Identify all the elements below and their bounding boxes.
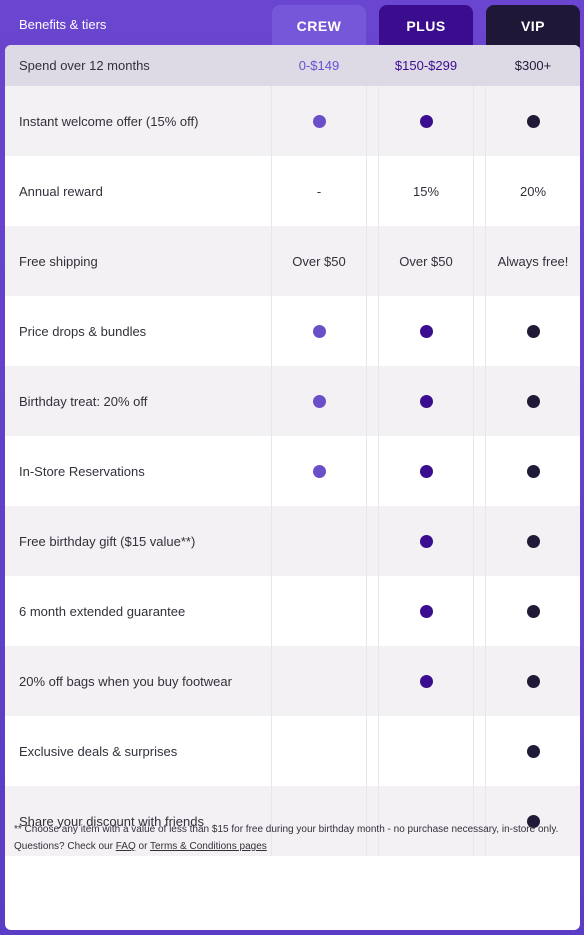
column-divider — [485, 86, 486, 856]
benefit-plus-cell — [378, 366, 474, 436]
included-dot-icon — [312, 324, 326, 338]
included-dot-icon — [419, 394, 433, 408]
benefit-plus-empty — [378, 716, 474, 786]
benefit-plus-cell — [378, 646, 474, 716]
benefit-crew-empty — [271, 646, 367, 716]
benefit-crew-empty — [271, 716, 367, 786]
footnote-text: ** Choose any item with a value of less … — [14, 824, 559, 835]
included-dot-icon — [526, 394, 540, 408]
column-divider — [366, 86, 367, 856]
benefits-table: Spend over 12 months 0-$149 $150-$299 $3… — [5, 45, 580, 930]
benefit-label: Free shipping — [19, 253, 98, 269]
benefit-row: Free birthday gift ($15 value**) — [5, 506, 580, 576]
included-dot-icon — [526, 324, 540, 338]
benefit-row: Birthday treat: 20% off — [5, 366, 580, 436]
benefit-vip-cell — [485, 786, 580, 856]
benefit-vip-cell — [485, 86, 580, 156]
benefit-label: Exclusive deals & surprises — [19, 743, 178, 759]
included-dot-icon — [419, 324, 433, 338]
benefit-row: Free shipping Over $50 Over $50 Always free… — [5, 226, 580, 296]
benefit-label: Share your discount with friends — [19, 813, 204, 829]
benefit-row: Instant welcome offer (15% off) — [5, 86, 580, 156]
tier-tab-vip: VIP — [486, 5, 580, 47]
benefit-vip-value: 20% — [519, 183, 547, 199]
included-dot-icon — [419, 464, 433, 478]
benefit-plus-cell — [378, 296, 474, 366]
benefit-crew-value: Over $50 — [292, 253, 346, 269]
column-divider — [271, 86, 272, 856]
benefit-plus-cell — [378, 576, 474, 646]
included-dot-icon — [526, 674, 540, 688]
benefit-vip-cell — [485, 436, 580, 506]
benefit-row: 6 month extended guarantee — [5, 576, 580, 646]
benefit-row: In-Store Reservations — [5, 436, 580, 506]
benefit-label: Birthday treat: 20% off — [19, 393, 148, 409]
benefit-label: Instant welcome offer (15% off) — [19, 113, 199, 129]
column-divider — [378, 86, 379, 856]
benefit-label: Free birthday gift ($15 value**) — [19, 533, 196, 549]
included-dot-icon — [312, 394, 326, 408]
spend-row: Spend over 12 months 0-$149 $150-$299 $3… — [5, 45, 580, 86]
benefit-row: Price drops & bundles — [5, 296, 580, 366]
benefit-plus-cell — [378, 436, 474, 506]
benefit-row: Exclusive deals & surprises — [5, 716, 580, 786]
header-title: Benefits & tiers — [19, 17, 107, 32]
spend-plus: $150-$299 — [394, 58, 458, 73]
included-dot-icon — [526, 744, 540, 758]
benefit-plus-cell — [378, 86, 474, 156]
footnote: ** Choose any item with a value of less … — [14, 823, 559, 853]
column-divider — [473, 86, 474, 856]
benefit-crew-cell — [271, 366, 367, 436]
benefit-plus-value: 15% — [412, 183, 440, 199]
benefit-label: In-Store Reservations — [19, 463, 145, 479]
included-dot-icon — [419, 674, 433, 688]
benefit-label: 6 month extended guarantee — [19, 603, 186, 619]
terms-link[interactable]: Terms & Conditions pages — [150, 841, 267, 852]
or-text: or — [138, 841, 148, 852]
benefit-row: Share your discount with friends — [5, 786, 580, 856]
included-dot-icon — [526, 114, 540, 128]
benefit-crew-cell — [271, 436, 367, 506]
benefit-label: Annual reward — [19, 183, 103, 199]
spend-vip: $300+ — [514, 58, 552, 73]
included-dot-icon — [526, 534, 540, 548]
faq-link[interactable]: FAQ — [115, 841, 136, 852]
included-dot-icon — [312, 114, 326, 128]
questions-prefix: Questions? Check our — [14, 841, 113, 852]
included-dot-icon — [419, 604, 433, 618]
benefit-vip-cell — [485, 296, 580, 366]
spend-label: Spend over 12 months — [19, 58, 150, 73]
questions-line: Questions? Check our FAQ or Terms & Cond… — [14, 840, 559, 853]
benefit-vip-cell — [485, 506, 580, 576]
benefit-vip-cell — [485, 646, 580, 716]
spend-crew: 0-$149 — [298, 58, 340, 73]
table-header: Benefits & tiers CREW PLUS VIP — [0, 0, 584, 47]
benefit-label: Price drops & bundles — [19, 323, 147, 339]
tier-tab-crew: CREW — [272, 5, 366, 47]
benefit-crew-cell — [271, 296, 367, 366]
benefit-plus-value: Over $50 — [399, 253, 453, 269]
benefit-label: 20% off bags when you buy footwear — [19, 673, 232, 689]
included-dot-icon — [526, 814, 540, 828]
benefit-vip-cell — [485, 366, 580, 436]
benefit-crew-empty — [271, 576, 367, 646]
included-dot-icon — [312, 464, 326, 478]
included-dot-icon — [419, 114, 433, 128]
benefit-crew-empty — [271, 506, 367, 576]
benefit-vip-value: Always free! — [497, 253, 569, 269]
benefit-row: Annual reward - 15% 20% — [5, 156, 580, 226]
included-dot-icon — [526, 464, 540, 478]
included-dot-icon — [526, 604, 540, 618]
benefit-vip-cell — [485, 576, 580, 646]
included-dot-icon — [419, 534, 433, 548]
benefit-plus-cell — [378, 506, 474, 576]
benefit-vip-cell — [485, 716, 580, 786]
tier-tab-plus: PLUS — [379, 5, 473, 47]
benefit-crew-value: - — [316, 183, 322, 199]
benefit-row: 20% off bags when you buy footwear — [5, 646, 580, 716]
benefit-crew-cell — [271, 86, 367, 156]
